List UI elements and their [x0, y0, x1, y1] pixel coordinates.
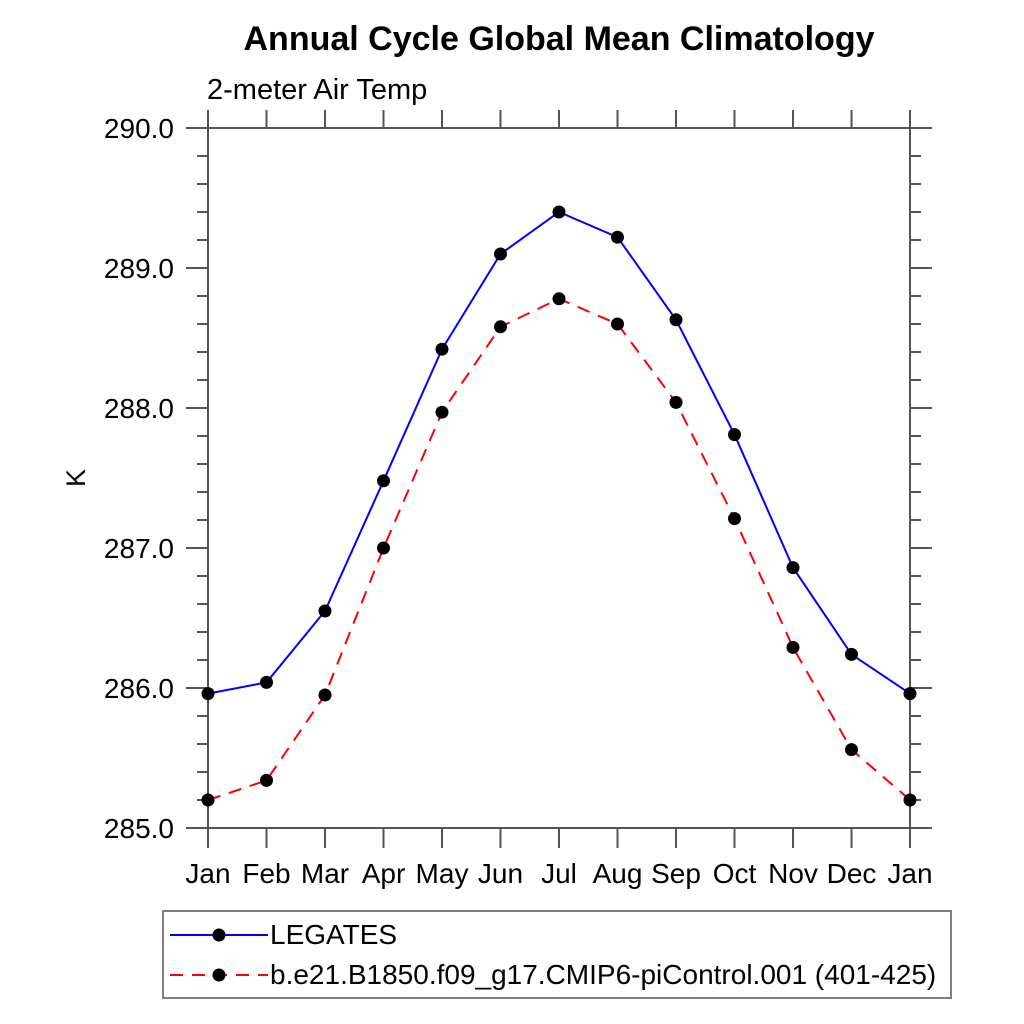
- data-point-marker: [611, 230, 624, 244]
- legend-line-sample-icon: [170, 928, 268, 941]
- x-tick-label: Mar: [301, 858, 349, 889]
- x-tick-label: Jan: [185, 858, 230, 889]
- x-tick-label: Aug: [593, 858, 643, 889]
- data-point-marker: [377, 474, 390, 488]
- data-point-marker: [903, 793, 917, 807]
- data-point-marker: [494, 320, 507, 334]
- legend: LEGATES b.e21.B1850.f09_g17.CMIP6-piCont…: [162, 910, 952, 999]
- x-tick-label: Oct: [713, 858, 757, 889]
- data-point-marker: [786, 640, 800, 654]
- x-tick-label: May: [416, 858, 469, 889]
- y-tick-label: 286.0: [104, 673, 174, 704]
- data-point-marker: [728, 512, 741, 526]
- y-tick-label: 289.0: [104, 253, 174, 284]
- data-point-marker: [552, 292, 566, 306]
- x-tick-label: Sep: [651, 858, 701, 889]
- data-point-marker: [201, 793, 215, 807]
- series-line-1: [207, 297, 911, 801]
- legend-label: LEGATES: [270, 918, 398, 950]
- data-point-marker: [845, 647, 858, 661]
- chart-title: Annual Cycle Global Mean Climatology: [243, 20, 875, 58]
- chart-subtitle: 2-meter Air Temp: [207, 74, 428, 106]
- data-point-marker: [318, 604, 332, 618]
- data-point-marker: [669, 395, 683, 409]
- y-tick-label: 287.0: [104, 533, 174, 564]
- data-point-marker: [435, 405, 449, 419]
- data-point-marker: [786, 561, 800, 575]
- y-tick-label: 288.0: [104, 393, 174, 424]
- legend-item: LEGATES: [168, 918, 950, 950]
- legend-item: b.e21.B1850.f09_g17.CMIP6-piControl.001 …: [168, 958, 950, 990]
- x-tick-label: Jan: [887, 858, 932, 889]
- data-point-marker: [377, 541, 390, 555]
- y-tick-label: 285.0: [104, 813, 174, 844]
- x-tick-label: Dec: [827, 858, 877, 889]
- y-tick-label: 290.0: [104, 113, 174, 144]
- data-point-marker: [318, 688, 332, 702]
- x-tick-label: Nov: [768, 858, 818, 889]
- data-point-marker: [260, 773, 273, 787]
- legend-label: b.e21.B1850.f09_g17.CMIP6-piControl.001 …: [270, 958, 937, 990]
- legend-sample-marker: [212, 968, 226, 981]
- x-tick-label: Feb: [242, 858, 290, 889]
- x-tick-label: Jun: [478, 858, 523, 889]
- data-point-marker: [201, 687, 215, 701]
- data-point-marker: [611, 317, 624, 331]
- data-point-marker: [728, 428, 741, 442]
- x-tick-label: Jul: [541, 858, 577, 889]
- data-point-marker: [669, 313, 683, 327]
- legend-line-sample-icon: [170, 968, 268, 981]
- data-point-marker: [845, 743, 858, 757]
- data-point-marker: [435, 342, 449, 356]
- data-point-marker: [494, 247, 507, 261]
- series-line-0: [207, 210, 911, 695]
- data-point-marker: [903, 687, 917, 701]
- legend-sample-marker: [212, 928, 226, 941]
- data-point-marker: [552, 205, 566, 219]
- x-tick-label: Apr: [362, 858, 406, 889]
- plot-border: [207, 127, 911, 829]
- data-point-marker: [260, 675, 273, 689]
